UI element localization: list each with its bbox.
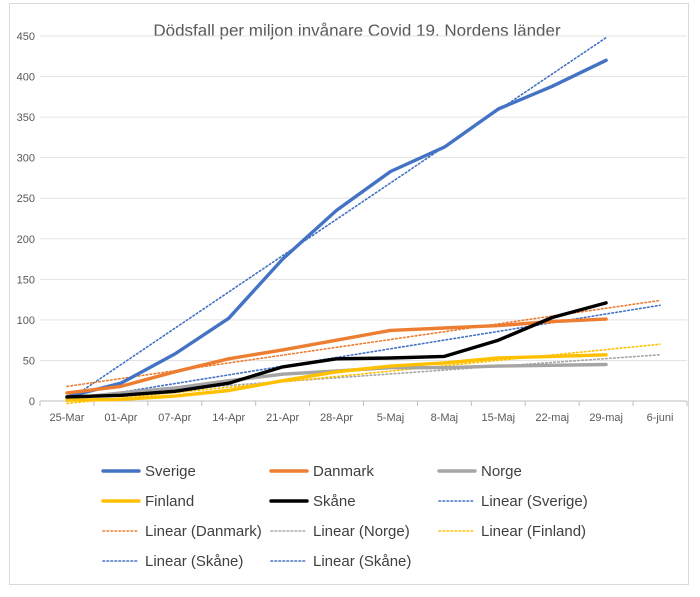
legend-label: Linear (Finland) <box>481 523 586 540</box>
series-line-skåne <box>65 301 608 399</box>
x-tick-label: 22-maj <box>535 412 569 424</box>
series-line-danmark <box>65 317 608 395</box>
x-tick-label: 15-Maj <box>481 412 515 424</box>
y-tick-label: 300 <box>17 153 35 165</box>
legend-label: Sverige <box>145 463 196 480</box>
legend-label: Linear (Skåne) <box>145 553 243 570</box>
trendlines <box>66 36 661 405</box>
legend-label: Linear (Sverige) <box>481 493 588 510</box>
y-tick-label: 450 <box>17 31 35 43</box>
legend-label: Linear (Danmark) <box>145 523 262 540</box>
trendline <box>66 36 607 402</box>
series-line-finland <box>65 353 608 402</box>
y-tick-label: 350 <box>17 112 35 124</box>
y-tick-label: 50 <box>23 355 35 367</box>
y-tick-label: 400 <box>17 72 35 84</box>
x-tick-label: 6-juni <box>647 412 674 424</box>
x-tick-label: 01-Apr <box>104 412 137 424</box>
y-tick-label: 250 <box>17 193 35 205</box>
x-tick-label: 8-Maj <box>431 412 459 424</box>
y-tick-label: 100 <box>17 315 35 327</box>
legend-label: Norge <box>481 463 522 480</box>
chart-frame <box>9 3 689 585</box>
legend-label: Linear (Norge) <box>313 523 410 540</box>
x-tick-label: 28-Apr <box>320 412 353 424</box>
legend-label: Danmark <box>313 463 374 480</box>
x-tick-label: 21-Apr <box>266 412 299 424</box>
series-line-sverige <box>65 58 608 399</box>
grid-lines <box>40 35 687 402</box>
legend-label: Linear (Skåne) <box>313 553 411 570</box>
series-lines <box>65 58 608 402</box>
x-tick-label: 25-Mar <box>50 412 85 424</box>
legend-label: Skåne <box>313 493 356 510</box>
x-tick-label: 29-maj <box>589 412 623 424</box>
x-axis: 25-Mar 01-Apr 07-Apr 14-Apr 21-Apr 28-Apr 5-Ma… <box>39 401 688 424</box>
x-tick-label: 14-Apr <box>212 412 245 424</box>
chart-title: Dödsfall per miljon invånare Covid 19. N… <box>153 21 561 40</box>
x-tick-label: 07-Apr <box>158 412 191 424</box>
y-tick-label: 150 <box>17 274 35 286</box>
y-tick-label: 0 <box>29 396 35 408</box>
trendline <box>66 353 661 398</box>
y-axis: 0 50 100 150 200 250 300 350 400 450 <box>17 31 35 408</box>
y-tick-label: 200 <box>17 234 35 246</box>
legend: Sverige Danmark Norge Finland Skåne Linear (S… <box>101 463 588 570</box>
x-tick-label: 5-Maj <box>377 412 405 424</box>
legend-label: Finland <box>145 493 194 510</box>
